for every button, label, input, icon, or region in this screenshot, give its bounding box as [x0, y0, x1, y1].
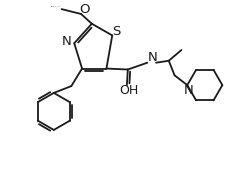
- Text: methoxy_line: methoxy_line: [51, 5, 61, 7]
- Text: S: S: [112, 25, 120, 38]
- Text: N: N: [61, 35, 71, 48]
- Text: N: N: [147, 51, 157, 64]
- Text: OH: OH: [119, 85, 138, 97]
- Text: O: O: [80, 3, 90, 16]
- Text: N: N: [183, 85, 193, 97]
